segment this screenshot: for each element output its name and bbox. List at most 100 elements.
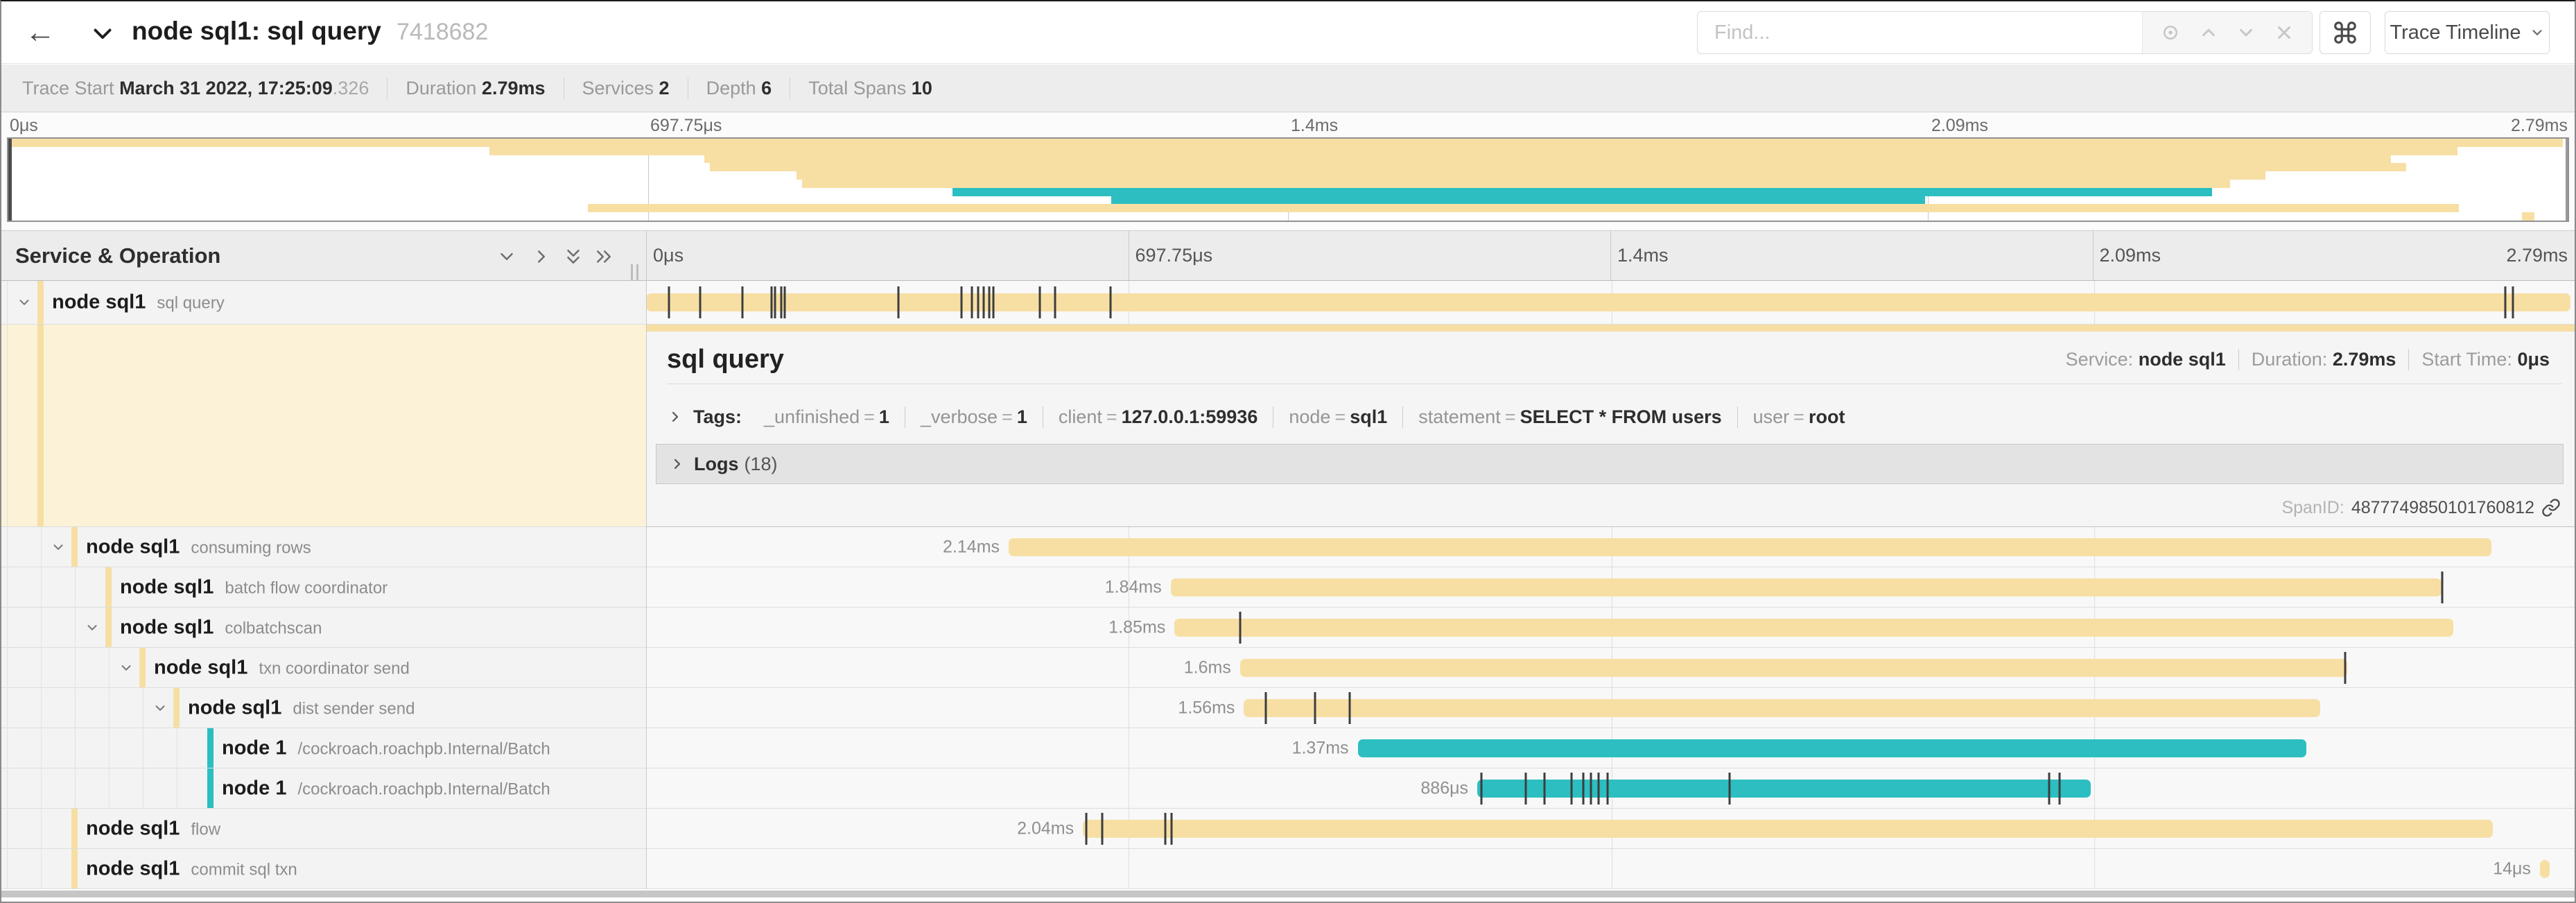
find-input[interactable] — [1698, 12, 2141, 53]
minimap-canvas[interactable] — [7, 137, 2569, 222]
tree-cell[interactable]: node sql1 sql query — [1, 281, 646, 324]
tree-cell[interactable]: node 1/cockroach.roachpb.Internal/Batch — [1, 768, 646, 808]
logs-row[interactable]: Logs (18) — [656, 444, 2564, 484]
link-icon[interactable] — [2541, 498, 2561, 517]
span-cell[interactable]: 14μs — [646, 849, 2575, 888]
operation-name: flow — [191, 820, 221, 839]
panel-resize-grip[interactable] — [631, 264, 638, 284]
find-next-icon[interactable] — [2236, 22, 2256, 43]
find-clear-icon[interactable] — [2274, 22, 2295, 43]
tree-cell[interactable]: node sql1 colbatchscan — [1, 608, 646, 647]
span-detail-right: sql query Service: node sql1 Duration: 2… — [646, 325, 2575, 527]
expand-all-icon[interactable] — [593, 246, 614, 267]
span-duration-label: 14μs — [2493, 859, 2531, 878]
indent-guide — [41, 608, 42, 647]
indent-guide — [41, 567, 42, 607]
log-tick-marker — [897, 286, 900, 318]
back-button[interactable]: ← — [25, 15, 55, 49]
minimap-span-bar — [489, 146, 2458, 155]
tree-cell[interactable]: node sql1 batch flow coordinator — [1, 567, 646, 607]
indent-guide — [75, 768, 76, 808]
service-operation: node sql1 txn coordinator send — [154, 656, 410, 679]
span-cell[interactable]: 1.84ms — [646, 567, 2575, 607]
span-cell[interactable]: 1.85ms — [646, 608, 2575, 647]
expand-one-icon[interactable] — [531, 246, 552, 267]
service-name: node sql1 — [120, 576, 214, 598]
span-cell[interactable]: 1.6ms — [646, 648, 2575, 687]
span-cell[interactable] — [646, 281, 2575, 324]
span-cell[interactable]: 1.37ms — [646, 728, 2575, 768]
chevron-down-icon[interactable] — [153, 700, 168, 716]
minimap-viewport-left-handle[interactable] — [8, 139, 12, 221]
selected-span-bar[interactable] — [646, 325, 2575, 332]
span-accent-bar — [71, 849, 78, 888]
tree-cell[interactable]: node sql1 txn coordinator send — [1, 648, 646, 687]
locate-icon[interactable] — [2160, 22, 2181, 43]
span-row[interactable]: node sql1 batch flow coordinator 1.84ms — [1, 567, 2575, 608]
log-tick-marker — [1543, 772, 1546, 805]
panel-divider[interactable] — [646, 230, 647, 889]
service-operation: node sql1 commit sql txn — [86, 857, 297, 880]
span-duration-label: 2.14ms — [943, 537, 1000, 556]
chevron-down-icon[interactable] — [17, 295, 32, 310]
find-prev-icon[interactable] — [2198, 22, 2219, 43]
log-tick-marker — [1606, 772, 1609, 805]
span-duration-bar[interactable] — [1174, 618, 2453, 637]
tree-cell[interactable]: node sql1 commit sql txn — [1, 849, 646, 888]
service-operation: node sql1 flow — [86, 817, 220, 840]
span-row[interactable]: node sql1 sql query — [1, 281, 2575, 325]
chevron-down-icon[interactable] — [85, 620, 100, 635]
span-row[interactable]: node 1/cockroach.roachpb.Internal/Batch 1… — [1, 728, 2575, 768]
keyboard-shortcuts-button[interactable] — [2320, 11, 2371, 54]
minimap-span-bar — [797, 171, 2266, 180]
log-tick-marker — [1170, 812, 1173, 845]
span-row[interactable]: node sql1 flow 2.04ms — [1, 809, 2575, 849]
tree-cell[interactable]: node 1/cockroach.roachpb.Internal/Batch — [1, 728, 646, 768]
bottom-scrollbar[interactable] — [1, 891, 2575, 897]
span-duration-bar[interactable] — [2539, 859, 2550, 878]
find-suffix-toolbar — [2142, 12, 2312, 53]
span-duration-bar[interactable] — [1244, 698, 2320, 717]
span-duration-bar[interactable] — [1170, 578, 2442, 596]
indent-guide — [75, 728, 76, 768]
span-cell[interactable]: 2.14ms — [646, 527, 2575, 567]
span-row[interactable]: node sql1 commit sql txn 14μs — [1, 849, 2575, 889]
collapse-all-icon[interactable] — [563, 246, 584, 267]
span-duration-bar[interactable] — [1477, 779, 2091, 798]
span-duration-bar[interactable] — [1357, 739, 2307, 757]
span-cell[interactable]: 1.56ms — [646, 688, 2575, 728]
chevron-down-icon[interactable] — [119, 660, 134, 676]
span-duration-bar[interactable] — [1239, 658, 2347, 677]
minimap-ruler-label: 1.4ms — [1291, 116, 1339, 135]
service-operation: node sql1 sql query — [52, 291, 225, 314]
span-row[interactable]: node sql1 dist sender send 1.56ms — [1, 688, 2575, 728]
span-duration-label: 1.85ms — [1108, 617, 1166, 637]
chevron-down-icon[interactable] — [51, 540, 66, 555]
log-tick-marker — [1570, 772, 1573, 805]
span-row[interactable]: node sql1 txn coordinator send 1.6ms — [1, 648, 2575, 688]
tree-cell[interactable]: node sql1 consuming rows — [1, 527, 646, 567]
collapse-one-icon[interactable] — [496, 246, 517, 267]
tree-cell[interactable]: node sql1 flow — [1, 809, 646, 848]
tag-item: client = 127.0.0.1:59936 — [1042, 406, 1273, 428]
span-row[interactable]: node 1/cockroach.roachpb.Internal/Batch 8… — [1, 768, 2575, 809]
span-cell[interactable]: 886μs — [646, 768, 2575, 808]
service-name: node sql1 — [188, 696, 282, 719]
span-row[interactable]: node sql1 consuming rows 2.14ms — [1, 527, 2575, 567]
minimap-viewport-right-handle[interactable] — [2566, 139, 2568, 221]
trace-duration: Duration 2.79ms — [387, 77, 563, 99]
tags-row[interactable]: Tags: _unfinished = 1 _verbose = 1 client = 127.… — [667, 395, 1860, 438]
span-duration-bar[interactable] — [646, 293, 2571, 311]
log-tick-marker — [1101, 812, 1104, 845]
ruler-label: 0μs — [653, 245, 684, 266]
trace-start: Trace Start March 31 2022, 17:25:09.326 — [22, 77, 369, 98]
minimap-span-bar — [709, 163, 2407, 172]
span-duration-bar[interactable] — [1009, 538, 2492, 556]
span-duration-bar[interactable] — [1083, 819, 2493, 838]
operation-name: dist sender send — [293, 699, 415, 718]
tree-cell[interactable]: node sql1 dist sender send — [1, 688, 646, 728]
view-options-button[interactable]: Trace Timeline — [2385, 11, 2550, 54]
span-row[interactable]: node sql1 colbatchscan 1.85ms — [1, 608, 2575, 648]
span-cell[interactable]: 2.04ms — [646, 809, 2575, 848]
trace-collapse-chevron-icon[interactable] — [90, 21, 115, 46]
